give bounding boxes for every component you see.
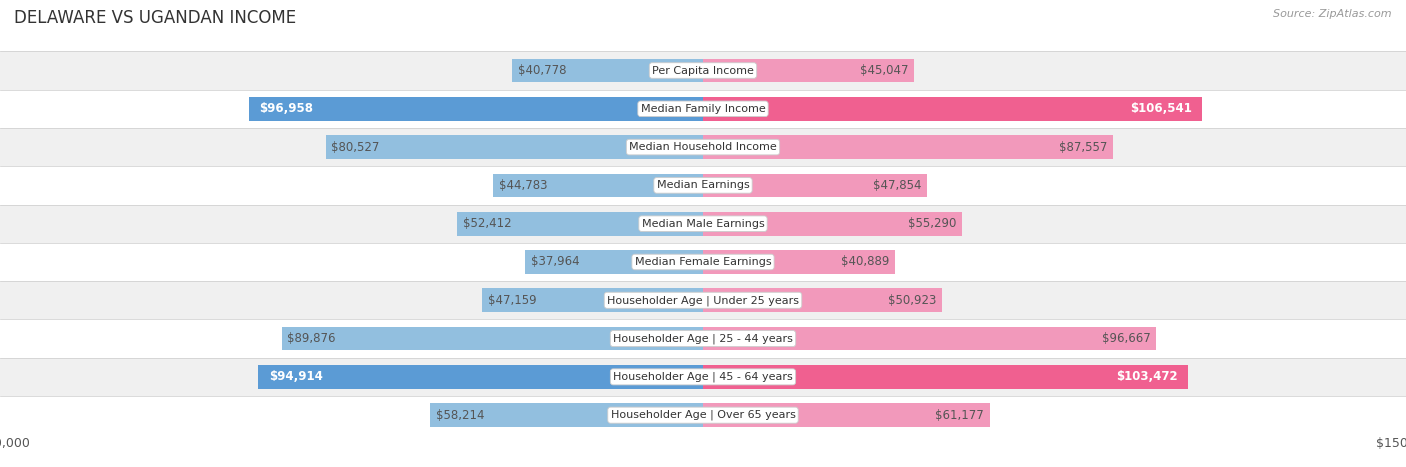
Bar bbox=[703, 174, 928, 197]
Text: $47,854: $47,854 bbox=[873, 179, 922, 192]
Text: DELAWARE VS UGANDAN INCOME: DELAWARE VS UGANDAN INCOME bbox=[14, 9, 297, 28]
Bar bbox=[0, 128, 1406, 166]
Text: $45,047: $45,047 bbox=[860, 64, 908, 77]
Text: $50,923: $50,923 bbox=[887, 294, 936, 307]
Text: $44,783: $44,783 bbox=[499, 179, 547, 192]
Text: $89,876: $89,876 bbox=[287, 332, 336, 345]
Text: $37,964: $37,964 bbox=[530, 255, 579, 269]
Text: Source: ZipAtlas.com: Source: ZipAtlas.com bbox=[1274, 9, 1392, 19]
Text: $40,778: $40,778 bbox=[517, 64, 567, 77]
Bar bbox=[281, 327, 703, 350]
Bar bbox=[0, 243, 1406, 281]
Text: $58,214: $58,214 bbox=[436, 409, 484, 422]
Bar bbox=[457, 212, 703, 235]
Text: Median Household Income: Median Household Income bbox=[628, 142, 778, 152]
Bar bbox=[482, 289, 703, 312]
Text: Householder Age | Over 65 years: Householder Age | Over 65 years bbox=[610, 410, 796, 420]
Text: $55,290: $55,290 bbox=[908, 217, 956, 230]
Text: Householder Age | 45 - 64 years: Householder Age | 45 - 64 years bbox=[613, 372, 793, 382]
Text: Median Family Income: Median Family Income bbox=[641, 104, 765, 114]
Bar bbox=[703, 97, 1202, 120]
Text: Median Female Earnings: Median Female Earnings bbox=[634, 257, 772, 267]
Bar bbox=[703, 365, 1188, 389]
Bar bbox=[703, 289, 942, 312]
Bar bbox=[0, 281, 1406, 319]
Text: $80,527: $80,527 bbox=[332, 141, 380, 154]
Bar bbox=[326, 135, 703, 159]
Text: Median Male Earnings: Median Male Earnings bbox=[641, 219, 765, 229]
Bar bbox=[0, 166, 1406, 205]
Text: $87,557: $87,557 bbox=[1059, 141, 1108, 154]
Text: $61,177: $61,177 bbox=[935, 409, 984, 422]
Bar bbox=[703, 327, 1156, 350]
Bar bbox=[259, 365, 703, 389]
Bar bbox=[0, 358, 1406, 396]
Text: Householder Age | 25 - 44 years: Householder Age | 25 - 44 years bbox=[613, 333, 793, 344]
Bar bbox=[494, 174, 703, 197]
Text: $52,412: $52,412 bbox=[463, 217, 512, 230]
Bar bbox=[249, 97, 703, 120]
Bar bbox=[0, 205, 1406, 243]
Bar bbox=[430, 403, 703, 427]
Text: $96,958: $96,958 bbox=[259, 102, 314, 115]
Bar bbox=[0, 396, 1406, 434]
Text: $47,159: $47,159 bbox=[488, 294, 536, 307]
Bar bbox=[512, 59, 703, 82]
Bar bbox=[0, 90, 1406, 128]
Bar bbox=[524, 250, 703, 274]
Text: $106,541: $106,541 bbox=[1130, 102, 1192, 115]
Bar bbox=[703, 212, 962, 235]
Bar bbox=[703, 135, 1114, 159]
Text: Householder Age | Under 25 years: Householder Age | Under 25 years bbox=[607, 295, 799, 305]
Text: $96,667: $96,667 bbox=[1102, 332, 1150, 345]
Bar bbox=[703, 403, 990, 427]
Text: $40,889: $40,889 bbox=[841, 255, 889, 269]
Bar bbox=[0, 319, 1406, 358]
Text: $103,472: $103,472 bbox=[1116, 370, 1177, 383]
Bar bbox=[703, 250, 894, 274]
Text: $94,914: $94,914 bbox=[269, 370, 322, 383]
Bar bbox=[0, 51, 1406, 90]
Text: Median Earnings: Median Earnings bbox=[657, 180, 749, 191]
Bar bbox=[703, 59, 914, 82]
Text: Per Capita Income: Per Capita Income bbox=[652, 65, 754, 76]
